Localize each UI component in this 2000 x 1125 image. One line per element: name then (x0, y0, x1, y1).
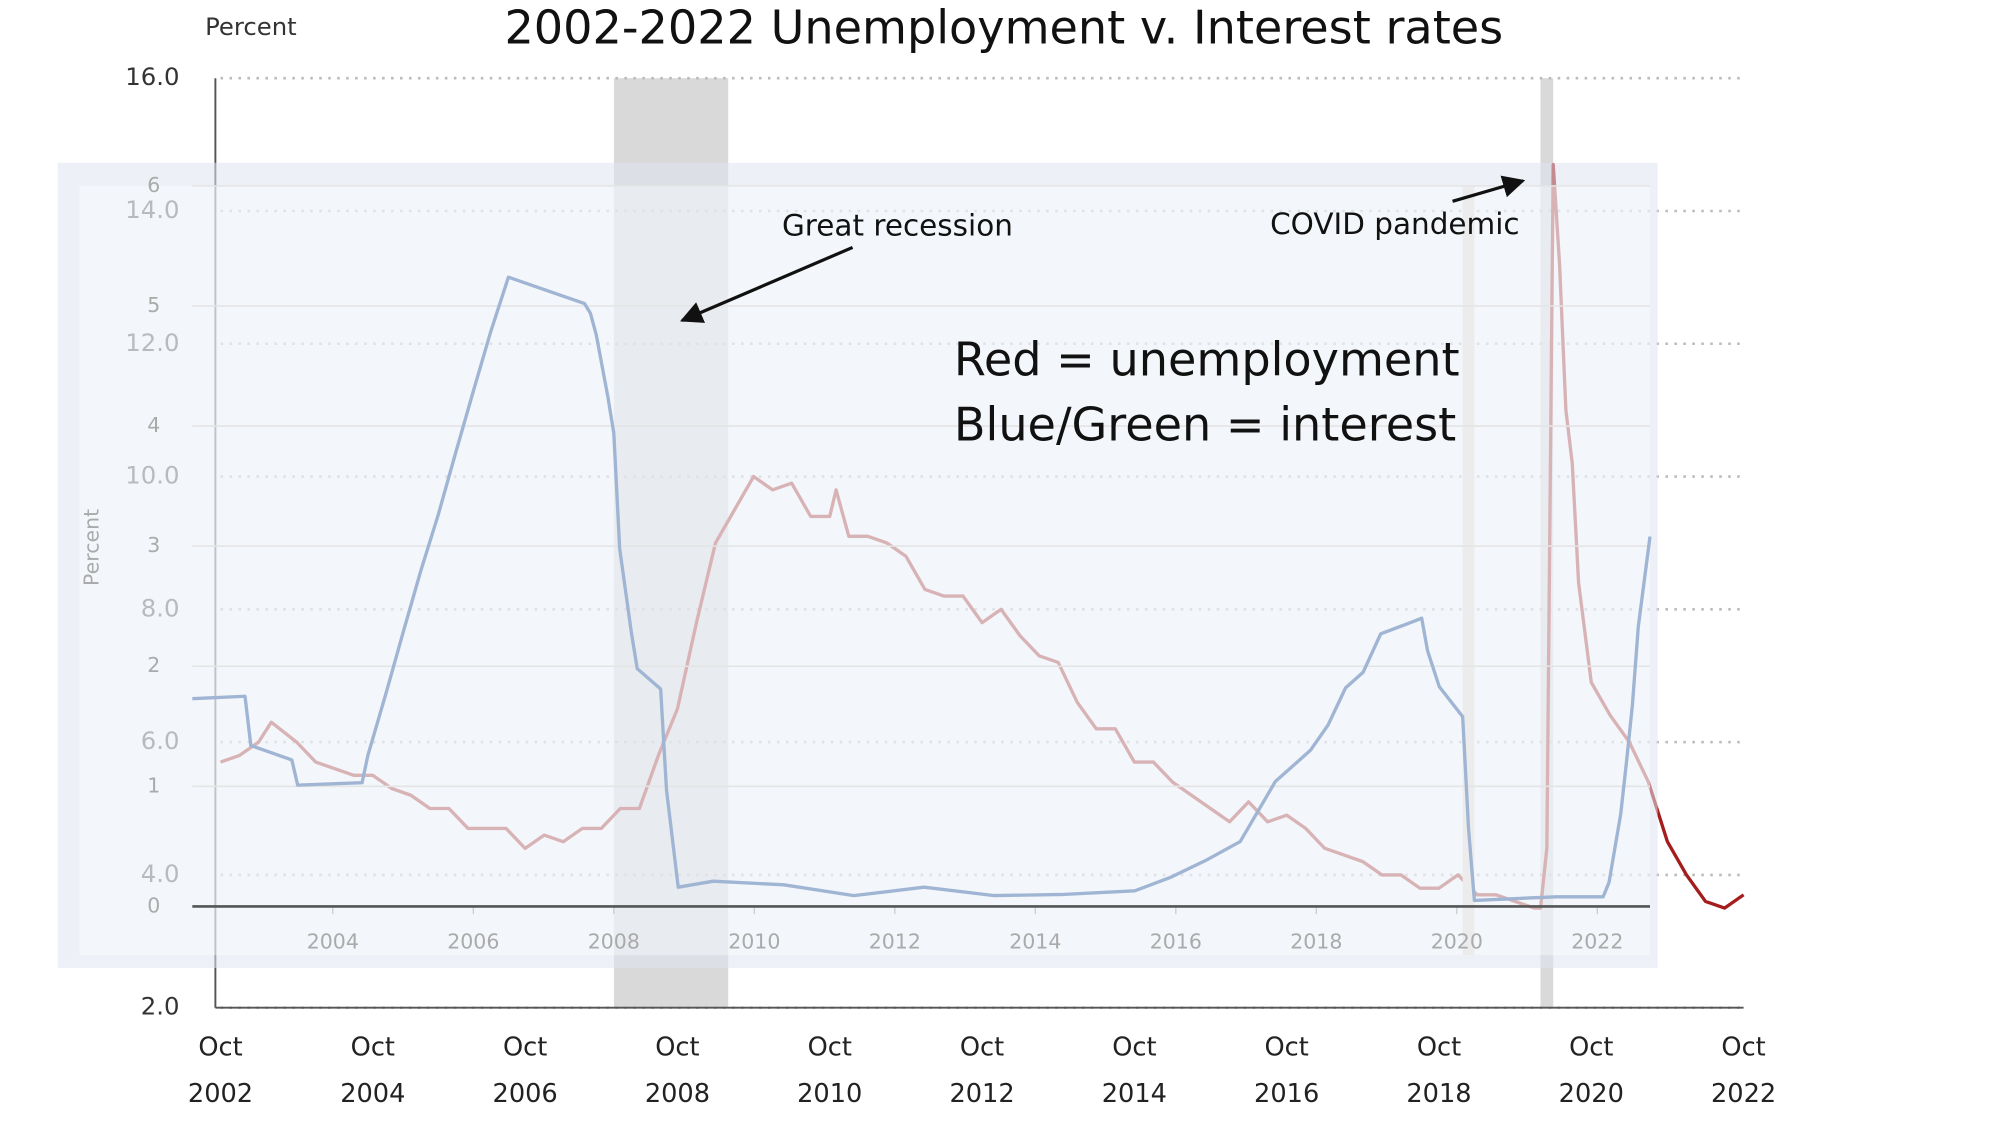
x-tick-label: 2016 (1254, 1079, 1319, 1109)
x-tick-label: 2008 (588, 929, 640, 953)
x-tick-label: Oct (198, 1033, 242, 1063)
inner-plot-area (79, 185, 1650, 956)
inner-y-axis-label: Percent (79, 509, 103, 586)
y-tick-label: 0 (147, 893, 160, 917)
x-tick-label: Oct (1265, 1033, 1309, 1063)
arrow (1452, 175, 1526, 203)
x-tick-label: 2006 (493, 1079, 558, 1109)
x-tick-label: 2022 (1571, 929, 1623, 953)
x-tick-label: 2004 (307, 929, 359, 953)
annotation: Great recession (782, 208, 1013, 242)
x-tick-label: Oct (1569, 1033, 1613, 1063)
y-tick-label: 2 (147, 653, 160, 677)
y-tick-label: 16.0 (125, 62, 179, 91)
annotation: Red = unemployment (954, 332, 1460, 386)
x-tick-label: Oct (1112, 1033, 1156, 1063)
x-tick-label: 2020 (1431, 929, 1483, 953)
x-tick-label: 2004 (340, 1079, 405, 1109)
x-tick-label: Oct (808, 1033, 852, 1063)
x-tick-label: Oct (1417, 1033, 1461, 1063)
x-tick-label: Oct (351, 1033, 395, 1063)
y-tick-label: 2.0 (141, 992, 180, 1021)
y-tick-label: 4 (147, 413, 160, 437)
y-tick-label: 3 (147, 533, 160, 557)
inner-panel (57, 162, 1658, 968)
x-tick-label: 2012 (949, 1079, 1014, 1109)
annotations: 2002-2022 Unemployment v. Interest rates… (79, 0, 1526, 586)
x-tick-label: Oct (960, 1033, 1004, 1063)
x-tick-label: 2016 (1150, 929, 1202, 953)
x-tick-label: 2018 (1290, 929, 1342, 953)
inner-chart: 0 1 2 3 4 5 6 2004 2006 2008 2010 2012 2014 2016 2018 2… (57, 162, 1658, 968)
recession-band (1462, 185, 1475, 956)
x-tick-label: 2014 (1102, 1079, 1167, 1109)
chart-title: 2002-2022 Unemployment v. Interest rates (504, 0, 1503, 54)
x-tick-label: 2012 (869, 929, 921, 953)
x-tick-label: 2008 (645, 1079, 710, 1109)
y-tick-label: 6 (147, 173, 160, 197)
x-tick-label: 2022 (1711, 1079, 1776, 1109)
x-tick-label: 2002 (188, 1079, 253, 1109)
x-tick-label: 2018 (1406, 1079, 1471, 1109)
x-tick-label: 2014 (1009, 929, 1061, 953)
y-axis-label: Percent (205, 12, 297, 41)
x-tick-label: 2010 (797, 1079, 862, 1109)
x-tick-label: Oct (1721, 1033, 1765, 1063)
x-tick-label: 2020 (1559, 1079, 1624, 1109)
annotation: Blue/Green = interest (954, 398, 1456, 452)
x-tick-label: Oct (655, 1033, 699, 1063)
x-tick-label: 2006 (447, 929, 499, 953)
annotation: COVID pandemic (1270, 207, 1520, 241)
y-tick-label: 5 (147, 293, 160, 317)
y-tick-label: 1 (147, 773, 160, 797)
x-tick-label: Oct (503, 1033, 547, 1063)
x-tick-label: 2010 (728, 929, 780, 953)
arrow (679, 245, 854, 323)
data-line (192, 275, 1652, 903)
